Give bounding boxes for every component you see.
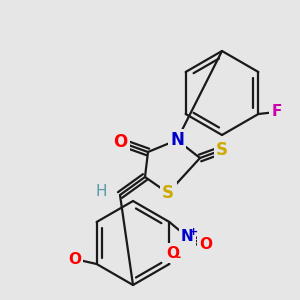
Text: O: O [113,133,127,151]
Text: O: O [68,251,81,266]
Text: N: N [181,230,194,244]
Text: +: + [189,227,198,237]
Text: O: O [166,245,179,260]
Text: N: N [170,131,184,149]
Text: O: O [199,238,212,253]
Text: H: H [95,184,107,200]
Text: S: S [216,141,228,159]
Text: -: - [176,251,181,265]
Text: F: F [271,104,282,119]
Text: S: S [162,184,174,202]
